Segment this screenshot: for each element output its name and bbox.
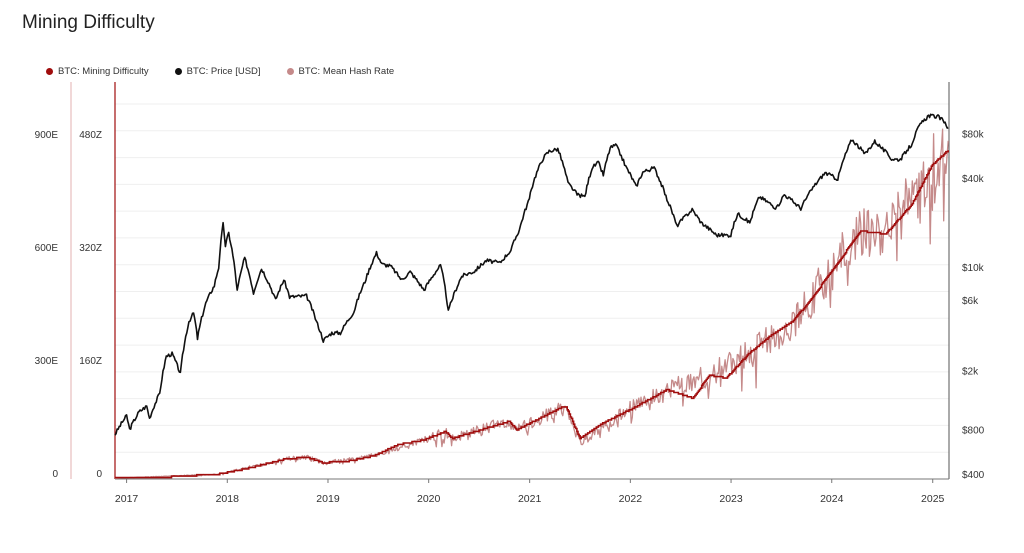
price-tick-label: $800 <box>962 425 985 436</box>
difficulty-tick-label: 600E <box>35 243 59 254</box>
legend-item-price[interactable]: BTC: Price [USD] <box>174 66 261 77</box>
price-tick-label: $2k <box>962 367 979 378</box>
difficulty-series <box>115 150 949 479</box>
difficulty-tick-label: 0 <box>52 469 58 480</box>
tick-labels: 0 300E 600E 900E 0 160Z 320Z 480Z $400 $800 $2k $6k… <box>35 130 985 505</box>
price-tick-label: $10k <box>962 263 985 274</box>
hash-rate-tick-label: 480Z <box>79 130 102 141</box>
x-tick-label: 2023 <box>719 493 743 505</box>
legend-label-hash-rate: BTC: Mean Hash Rate <box>298 66 395 77</box>
legend-item-difficulty[interactable]: BTC: Mining Difficulty <box>46 66 149 77</box>
legend: BTC: Mining Difficulty BTC: Price [USD] … <box>46 66 394 77</box>
hash-rate-tick-label: 0 <box>96 469 102 480</box>
x-tick-label: 2025 <box>921 493 945 505</box>
difficulty-line <box>115 150 949 479</box>
difficulty-tick-label: 900E <box>35 130 59 141</box>
hash-rate-tick-label: 160Z <box>79 356 102 367</box>
x-tick-label: 2017 <box>115 493 139 505</box>
legend-dot-difficulty <box>46 68 53 75</box>
legend-dot-hash-rate <box>286 68 294 75</box>
x-tick-label: 2021 <box>518 493 542 505</box>
x-tick-label: 2024 <box>820 493 844 505</box>
legend-label-difficulty: BTC: Mining Difficulty <box>58 66 149 77</box>
x-tick-label: 2020 <box>417 493 441 505</box>
legend-label-price: BTC: Price [USD] <box>186 66 261 77</box>
x-tick-label: 2019 <box>316 493 340 505</box>
price-series <box>114 113 949 436</box>
grid <box>115 103 949 480</box>
price-line <box>114 113 949 436</box>
chart-title: Mining Difficulty <box>22 12 155 33</box>
legend-dot-price <box>174 68 182 75</box>
x-tick-label: 2018 <box>216 493 240 505</box>
axes <box>70 82 950 480</box>
price-tick-label: $6k <box>962 296 979 307</box>
price-tick-label: $400 <box>962 470 985 481</box>
hash-rate-tick-label: 320Z <box>79 243 102 254</box>
price-tick-label: $80k <box>962 130 985 141</box>
x-tick-label: 2022 <box>619 493 643 505</box>
price-tick-label: $40k <box>962 174 985 185</box>
difficulty-tick-label: 300E <box>35 356 59 367</box>
legend-item-hash-rate[interactable]: BTC: Mean Hash Rate <box>286 66 395 77</box>
